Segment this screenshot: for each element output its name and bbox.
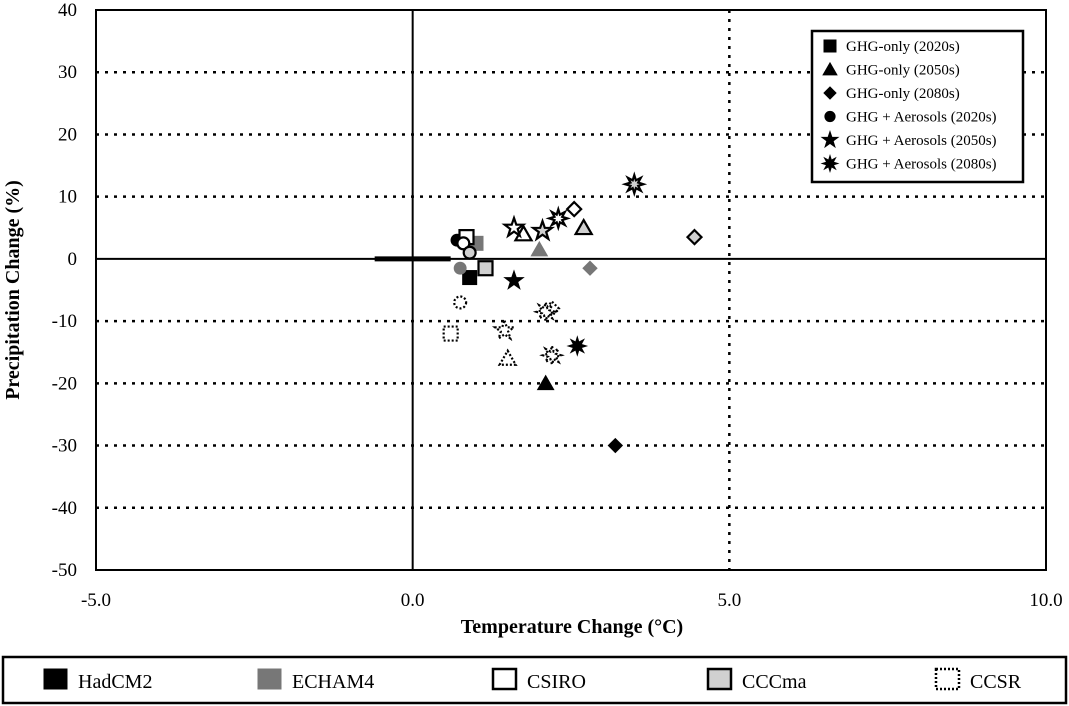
model-label: HadCM2 xyxy=(78,671,152,693)
y-axis-title: Precipitation Change (%) xyxy=(2,180,24,400)
y-tick-label: 30 xyxy=(58,62,77,83)
grid-lines xyxy=(96,10,1046,570)
data-point xyxy=(573,217,594,236)
data-point xyxy=(453,295,468,310)
data-point xyxy=(453,261,467,275)
y-tick-label: -40 xyxy=(52,498,77,519)
data-point xyxy=(685,228,704,246)
x-tick-label: 5.0 xyxy=(717,590,741,611)
model-swatch xyxy=(934,667,961,691)
data-point xyxy=(491,317,518,342)
x-tick-label: 0.0 xyxy=(401,590,425,611)
x-tick-label: -5.0 xyxy=(81,590,111,611)
data-point xyxy=(539,342,565,369)
legend-marker xyxy=(823,86,837,100)
y-tick-label: 40 xyxy=(58,0,77,21)
data-point xyxy=(536,374,555,391)
model-legend: HadCM2 ECHAM4 CSIRO CCCma CCSR xyxy=(1,655,1068,705)
model-legend-box xyxy=(1,655,1068,705)
legend-marker xyxy=(820,154,840,173)
data-point xyxy=(462,245,477,260)
data-point xyxy=(565,200,583,218)
legend-marker xyxy=(823,39,837,53)
data-point xyxy=(442,325,459,342)
data-point xyxy=(532,298,559,325)
model-label: CCCma xyxy=(742,671,807,693)
legend-marker xyxy=(824,110,836,123)
data-point xyxy=(529,217,556,242)
data-point xyxy=(497,348,518,366)
y-tick-label: -30 xyxy=(52,436,77,457)
legend-label: GHG + Aerosols (2050s) xyxy=(846,133,997,149)
scenario-legend: GHG-only (2020s) GHG-only (2050s) GHG-only… xyxy=(810,29,1025,184)
model-swatch xyxy=(706,667,733,691)
legend-marker xyxy=(820,130,840,149)
y-tick-label: 20 xyxy=(58,124,77,145)
data-points xyxy=(442,171,704,454)
legend-label: GHG-only (2050s) xyxy=(846,63,960,79)
data-point xyxy=(582,260,598,276)
data-point xyxy=(477,260,494,277)
model-swatch xyxy=(257,668,282,690)
plot-frame xyxy=(95,9,1047,571)
model-label: ECHAM4 xyxy=(292,671,374,693)
data-point xyxy=(501,214,527,239)
legend-marker xyxy=(822,61,838,76)
legend-label: GHG-only (2080s) xyxy=(846,86,960,102)
data-point xyxy=(530,240,549,257)
model-label: CCSR xyxy=(970,671,1022,693)
y-tick-label: -50 xyxy=(52,560,77,581)
data-point xyxy=(545,205,572,232)
data-point xyxy=(456,236,471,251)
data-point xyxy=(462,270,478,286)
model-swatch xyxy=(43,668,68,690)
model-swatch xyxy=(491,667,518,691)
legend-label: GHG + Aerosols (2080s) xyxy=(846,157,997,173)
y-tick-label: -10 xyxy=(52,311,77,332)
data-point xyxy=(621,171,648,198)
x-tick-label: 10.0 xyxy=(1029,590,1062,611)
axes xyxy=(95,9,1047,571)
data-point xyxy=(566,335,589,357)
x-axis-title: Temperature Change (°C) xyxy=(461,616,683,638)
y-tick-label: 10 xyxy=(58,187,77,208)
legend-label: GHG-only (2020s) xyxy=(846,39,960,55)
model-label: CSIRO xyxy=(527,671,586,693)
scenario-legend-box xyxy=(810,29,1025,184)
tick-labels: 40 30 20 10 0 -10 -20 -30 -40 -50-5.0 0.0 5.0 10.0 xyxy=(52,0,1063,611)
data-point xyxy=(503,269,525,290)
y-tick-label: 0 xyxy=(68,249,78,270)
data-point xyxy=(607,437,624,454)
y-tick-label: -20 xyxy=(52,373,77,394)
legend-label: GHG + Aerosols (2020s) xyxy=(846,110,997,126)
